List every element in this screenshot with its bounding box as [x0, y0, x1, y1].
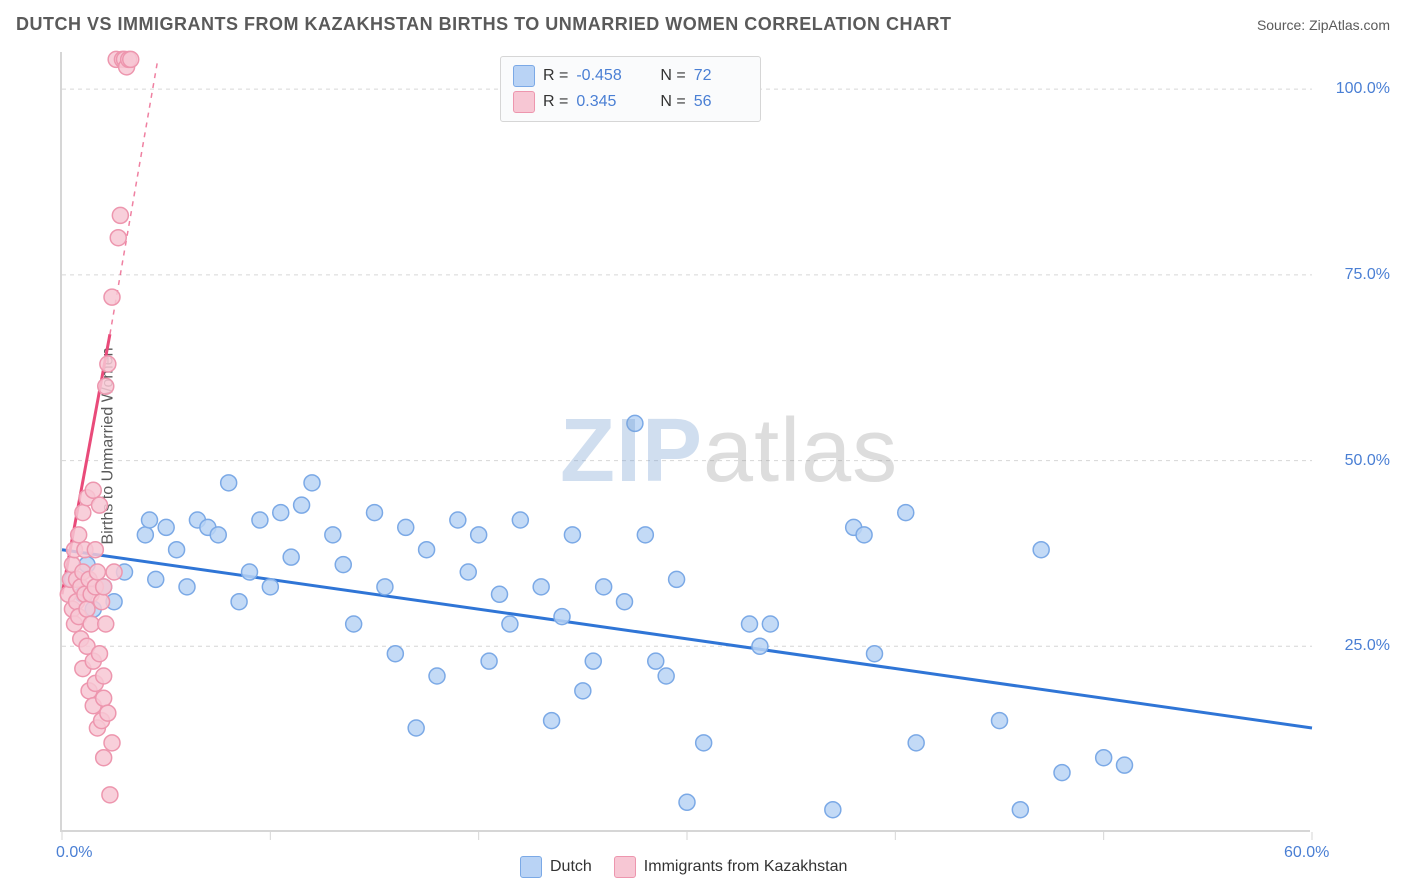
legend-stat-row: R = -0.458 N = 72: [513, 63, 748, 89]
r-value: 0.345: [576, 93, 630, 111]
legend-series-label: Dutch: [550, 858, 592, 876]
legend-series-item: Immigrants from Kazakhstan: [614, 856, 848, 878]
chart-title: DUTCH VS IMMIGRANTS FROM KAZAKHSTAN BIRT…: [16, 14, 951, 35]
legend-series-item: Dutch: [520, 856, 592, 878]
y-tick-label: 100.0%: [1336, 80, 1390, 98]
source-label: Source: ZipAtlas.com: [1257, 17, 1390, 33]
legend-swatch: [614, 856, 636, 878]
legend-series-label: Immigrants from Kazakhstan: [644, 858, 848, 876]
r-value: -0.458: [576, 67, 630, 85]
legend-swatch: [513, 91, 535, 113]
y-tick-label: 75.0%: [1345, 266, 1390, 284]
n-label: N =: [660, 67, 685, 85]
r-label: R =: [543, 93, 568, 111]
legend-series: Dutch Immigrants from Kazakhstan: [520, 856, 847, 878]
r-label: R =: [543, 67, 568, 85]
scatter-plot-svg: [62, 52, 1310, 830]
x-tick-label: 0.0%: [56, 844, 92, 862]
y-tick-label: 25.0%: [1345, 637, 1390, 655]
y-tick-label: 50.0%: [1345, 452, 1390, 470]
plot-area: 25.0%50.0%75.0%100.0% 0.0%60.0%: [60, 52, 1310, 832]
title-bar: DUTCH VS IMMIGRANTS FROM KAZAKHSTAN BIRT…: [16, 14, 1390, 35]
n-value: 56: [694, 93, 748, 111]
legend-swatch: [520, 856, 542, 878]
legend-swatch: [513, 65, 535, 87]
n-label: N =: [660, 93, 685, 111]
legend-stats: R = -0.458 N = 72 R = 0.345 N = 56: [500, 56, 761, 122]
legend-stat-row: R = 0.345 N = 56: [513, 89, 748, 115]
x-tick-label: 60.0%: [1284, 844, 1329, 862]
n-value: 72: [694, 67, 748, 85]
